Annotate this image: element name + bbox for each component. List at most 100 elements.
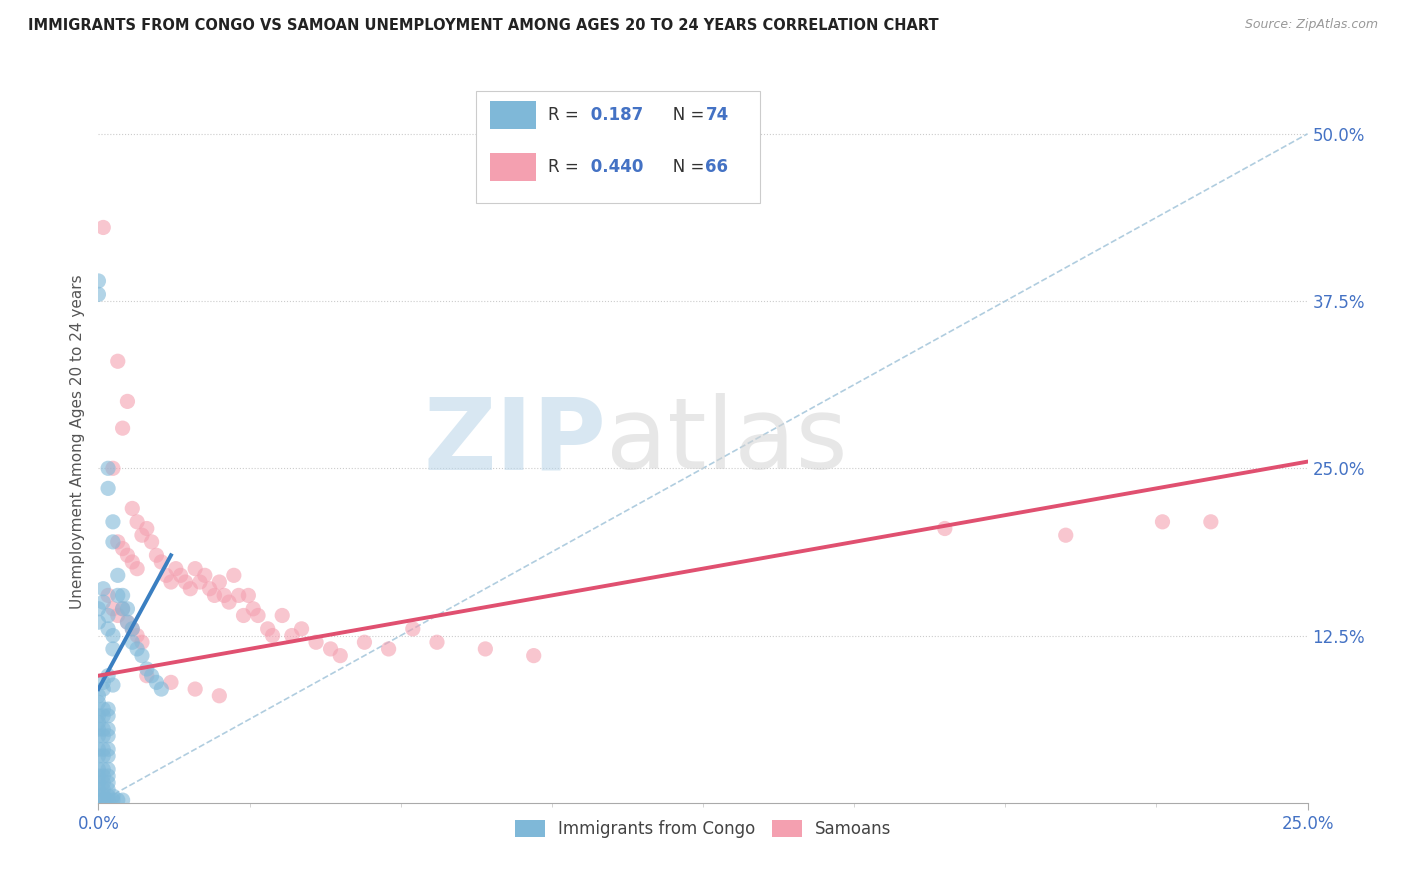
Point xyxy=(107,354,129,368)
Point xyxy=(97,762,120,776)
Point xyxy=(107,534,129,549)
Point xyxy=(204,589,226,603)
Point xyxy=(169,568,191,582)
Point xyxy=(87,742,110,756)
Point xyxy=(101,789,124,804)
Text: ZIP: ZIP xyxy=(423,393,606,490)
Point xyxy=(150,555,173,569)
Point xyxy=(281,628,304,642)
Point xyxy=(111,793,134,807)
Point xyxy=(107,589,129,603)
Point xyxy=(107,608,129,623)
Point xyxy=(121,501,143,516)
Point xyxy=(121,635,143,649)
Legend: Immigrants from Congo, Samoans: Immigrants from Congo, Samoans xyxy=(508,814,898,845)
Point xyxy=(135,521,157,535)
Point xyxy=(145,675,167,690)
Point xyxy=(91,595,114,609)
Point xyxy=(135,662,157,676)
Point xyxy=(87,615,110,630)
Point xyxy=(131,648,153,663)
Text: N =: N = xyxy=(657,158,710,176)
Point xyxy=(87,769,110,783)
Point xyxy=(111,421,134,435)
Point xyxy=(91,782,114,797)
Text: 0.187: 0.187 xyxy=(585,106,643,124)
Point xyxy=(262,628,284,642)
Point xyxy=(150,681,173,696)
Point xyxy=(145,548,167,563)
Point xyxy=(111,602,134,616)
Point xyxy=(121,622,143,636)
Point xyxy=(91,723,114,737)
Point xyxy=(97,793,120,807)
Point xyxy=(194,568,217,582)
Point xyxy=(117,602,139,616)
Point xyxy=(377,642,399,657)
Point xyxy=(1054,528,1077,542)
Point xyxy=(179,582,201,596)
Text: 66: 66 xyxy=(706,158,728,176)
Point xyxy=(97,742,120,756)
Point xyxy=(232,608,254,623)
Point xyxy=(97,669,120,683)
Point xyxy=(91,742,114,756)
Point xyxy=(523,648,546,663)
Point xyxy=(141,669,163,683)
Point xyxy=(198,582,221,596)
FancyBboxPatch shape xyxy=(475,91,759,203)
Point xyxy=(97,729,120,743)
FancyBboxPatch shape xyxy=(491,101,536,128)
Text: IMMIGRANTS FROM CONGO VS SAMOAN UNEMPLOYMENT AMONG AGES 20 TO 24 YEARS CORRELATI: IMMIGRANTS FROM CONGO VS SAMOAN UNEMPLOY… xyxy=(28,18,939,33)
Point xyxy=(238,589,260,603)
Point xyxy=(97,782,120,797)
Point xyxy=(127,515,149,529)
Point xyxy=(91,702,114,716)
Point xyxy=(1152,515,1174,529)
Point xyxy=(1199,515,1222,529)
Point xyxy=(91,749,114,764)
Point xyxy=(101,678,124,692)
Point xyxy=(117,615,139,630)
Point xyxy=(91,769,114,783)
Point xyxy=(934,521,956,535)
Point xyxy=(212,589,235,603)
Point xyxy=(188,575,211,590)
Text: R =: R = xyxy=(548,158,585,176)
Point xyxy=(97,776,120,790)
Point xyxy=(242,602,264,616)
Point xyxy=(101,602,124,616)
Point xyxy=(91,681,114,696)
Point xyxy=(208,575,231,590)
Point xyxy=(91,762,114,776)
Point xyxy=(97,749,120,764)
Point xyxy=(127,562,149,576)
Point xyxy=(135,669,157,683)
Point xyxy=(87,782,110,797)
Point xyxy=(111,541,134,556)
Point xyxy=(87,708,110,723)
Point xyxy=(121,622,143,636)
FancyBboxPatch shape xyxy=(491,153,536,181)
Point xyxy=(174,575,197,590)
Point xyxy=(101,642,124,657)
Point xyxy=(101,628,124,642)
Point xyxy=(131,528,153,542)
Point xyxy=(111,602,134,616)
Point xyxy=(87,689,110,703)
Point xyxy=(97,769,120,783)
Point xyxy=(305,635,328,649)
Point xyxy=(160,675,183,690)
Point xyxy=(87,715,110,730)
Point xyxy=(329,648,352,663)
Point xyxy=(184,681,207,696)
Point xyxy=(97,789,120,804)
Point xyxy=(184,562,207,576)
Point xyxy=(97,482,120,496)
Point xyxy=(256,622,278,636)
Point xyxy=(208,689,231,703)
Point xyxy=(87,274,110,288)
Point xyxy=(101,515,124,529)
Point xyxy=(87,729,110,743)
Point xyxy=(91,793,114,807)
